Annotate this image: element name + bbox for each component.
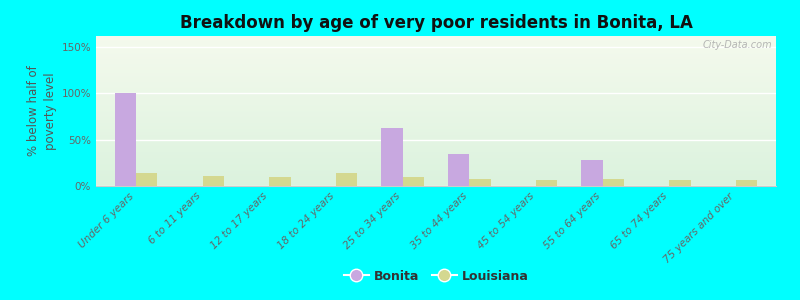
Bar <box>536 179 558 186</box>
Bar <box>402 177 424 186</box>
Legend: Bonita, Louisiana: Bonita, Louisiana <box>338 265 534 288</box>
Bar <box>270 177 290 186</box>
Y-axis label: % below half of
poverty level: % below half of poverty level <box>27 66 58 156</box>
Bar <box>670 180 690 186</box>
Bar <box>602 178 624 186</box>
Bar <box>136 173 158 186</box>
Bar <box>736 179 758 186</box>
Bar <box>202 176 224 186</box>
Title: Breakdown by age of very poor residents in Bonita, LA: Breakdown by age of very poor residents … <box>179 14 693 32</box>
Bar <box>114 93 136 186</box>
Bar <box>448 154 470 186</box>
Bar <box>382 128 402 186</box>
Text: City-Data.com: City-Data.com <box>703 40 773 50</box>
Bar <box>582 160 602 186</box>
Bar <box>336 173 358 186</box>
Bar <box>470 178 490 186</box>
